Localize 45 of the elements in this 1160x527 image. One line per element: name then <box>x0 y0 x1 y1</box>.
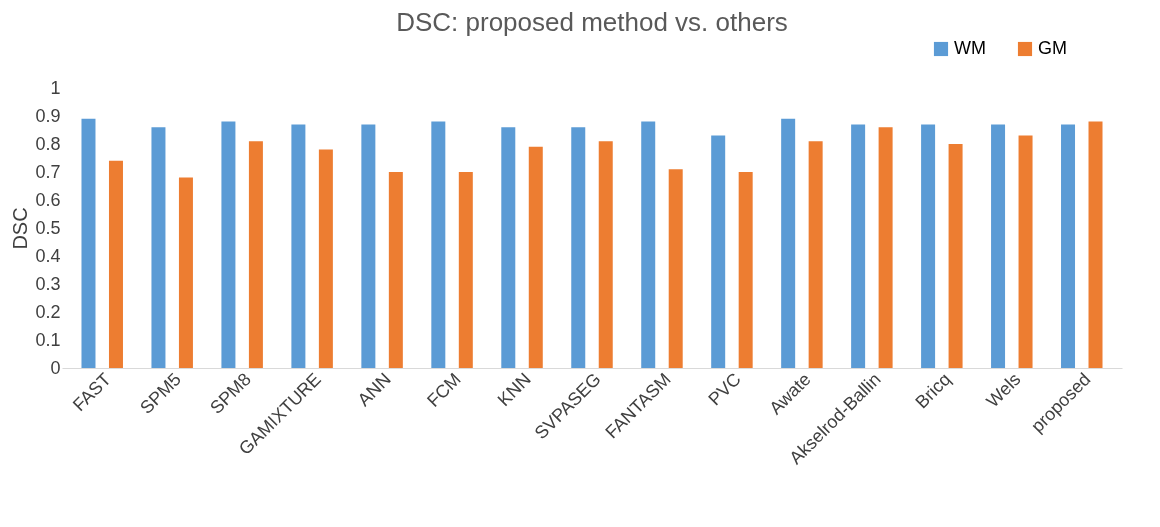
y-tick-label: 0.2 <box>35 301 61 322</box>
y-tick-label: 1 <box>50 77 61 98</box>
y-tick-label: 0.4 <box>35 245 61 266</box>
y-axis-title: DSC <box>9 207 32 250</box>
bar <box>1088 121 1103 368</box>
legend-label: WM <box>954 38 986 58</box>
bar <box>878 127 893 368</box>
bar <box>108 160 123 368</box>
bar <box>178 177 193 368</box>
y-tick-label: 0.3 <box>35 273 61 294</box>
bar <box>711 135 726 368</box>
bar <box>571 127 586 368</box>
bar <box>921 124 936 368</box>
y-tick-label: 0.7 <box>35 161 61 182</box>
bar <box>598 141 613 368</box>
bar <box>151 127 166 368</box>
bar <box>1018 135 1033 368</box>
y-tick-label: 0.8 <box>35 133 61 154</box>
bar <box>528 146 543 368</box>
bar <box>808 141 823 368</box>
legend-label: GM <box>1038 38 1067 58</box>
bar <box>851 124 866 368</box>
bar <box>248 141 263 368</box>
bar <box>221 121 236 368</box>
y-tick-label: 0.9 <box>35 105 61 126</box>
bar <box>781 118 796 368</box>
chart-title: DSC: proposed method vs. others <box>396 7 788 37</box>
y-tick-label: 0.5 <box>35 217 61 238</box>
bar <box>991 124 1006 368</box>
y-tick-label: 0 <box>50 357 61 378</box>
bar <box>501 127 516 368</box>
bar <box>388 172 403 368</box>
y-tick-label: 0.6 <box>35 189 61 210</box>
bar <box>431 121 446 368</box>
bar <box>641 121 656 368</box>
bar <box>1061 124 1076 368</box>
bar <box>458 172 473 368</box>
bar <box>668 169 683 368</box>
bar <box>81 118 96 368</box>
bar <box>318 149 333 368</box>
bar <box>291 124 306 368</box>
bar <box>738 172 753 368</box>
bar <box>361 124 376 368</box>
bar <box>948 144 963 368</box>
y-tick-label: 0.1 <box>35 329 61 350</box>
